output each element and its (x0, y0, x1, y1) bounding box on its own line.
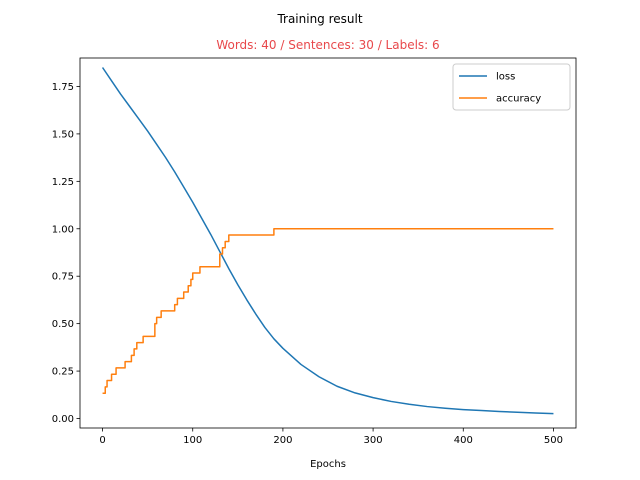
y-tick-label: 1.50 (52, 129, 74, 140)
y-tick-label: 0.25 (52, 367, 74, 378)
x-tick-label: 500 (544, 435, 563, 446)
y-tick-label: 1.00 (52, 224, 74, 235)
y-tick-label: 0.50 (52, 319, 74, 330)
legend-label-loss: loss (496, 72, 515, 83)
y-tick-label: 1.25 (52, 177, 74, 188)
legend: loss accuracy (453, 64, 570, 110)
x-tick-label: 100 (183, 435, 202, 446)
chart-subtitle: Words: 40 / Sentences: 30 / Labels: 6 (216, 38, 439, 52)
x-axis-label: Epochs (310, 459, 346, 470)
x-tick-label: 300 (364, 435, 383, 446)
y-tick-label: 0.75 (52, 272, 74, 283)
chart-title: Training result (276, 12, 362, 26)
legend-label-accuracy: accuracy (496, 94, 541, 105)
y-tick-label: 0.00 (52, 414, 74, 425)
x-tick-label: 200 (273, 435, 292, 446)
x-tick-label: 0 (99, 435, 105, 446)
y-tick-label: 1.75 (52, 82, 74, 93)
x-tick-label: 400 (454, 435, 473, 446)
